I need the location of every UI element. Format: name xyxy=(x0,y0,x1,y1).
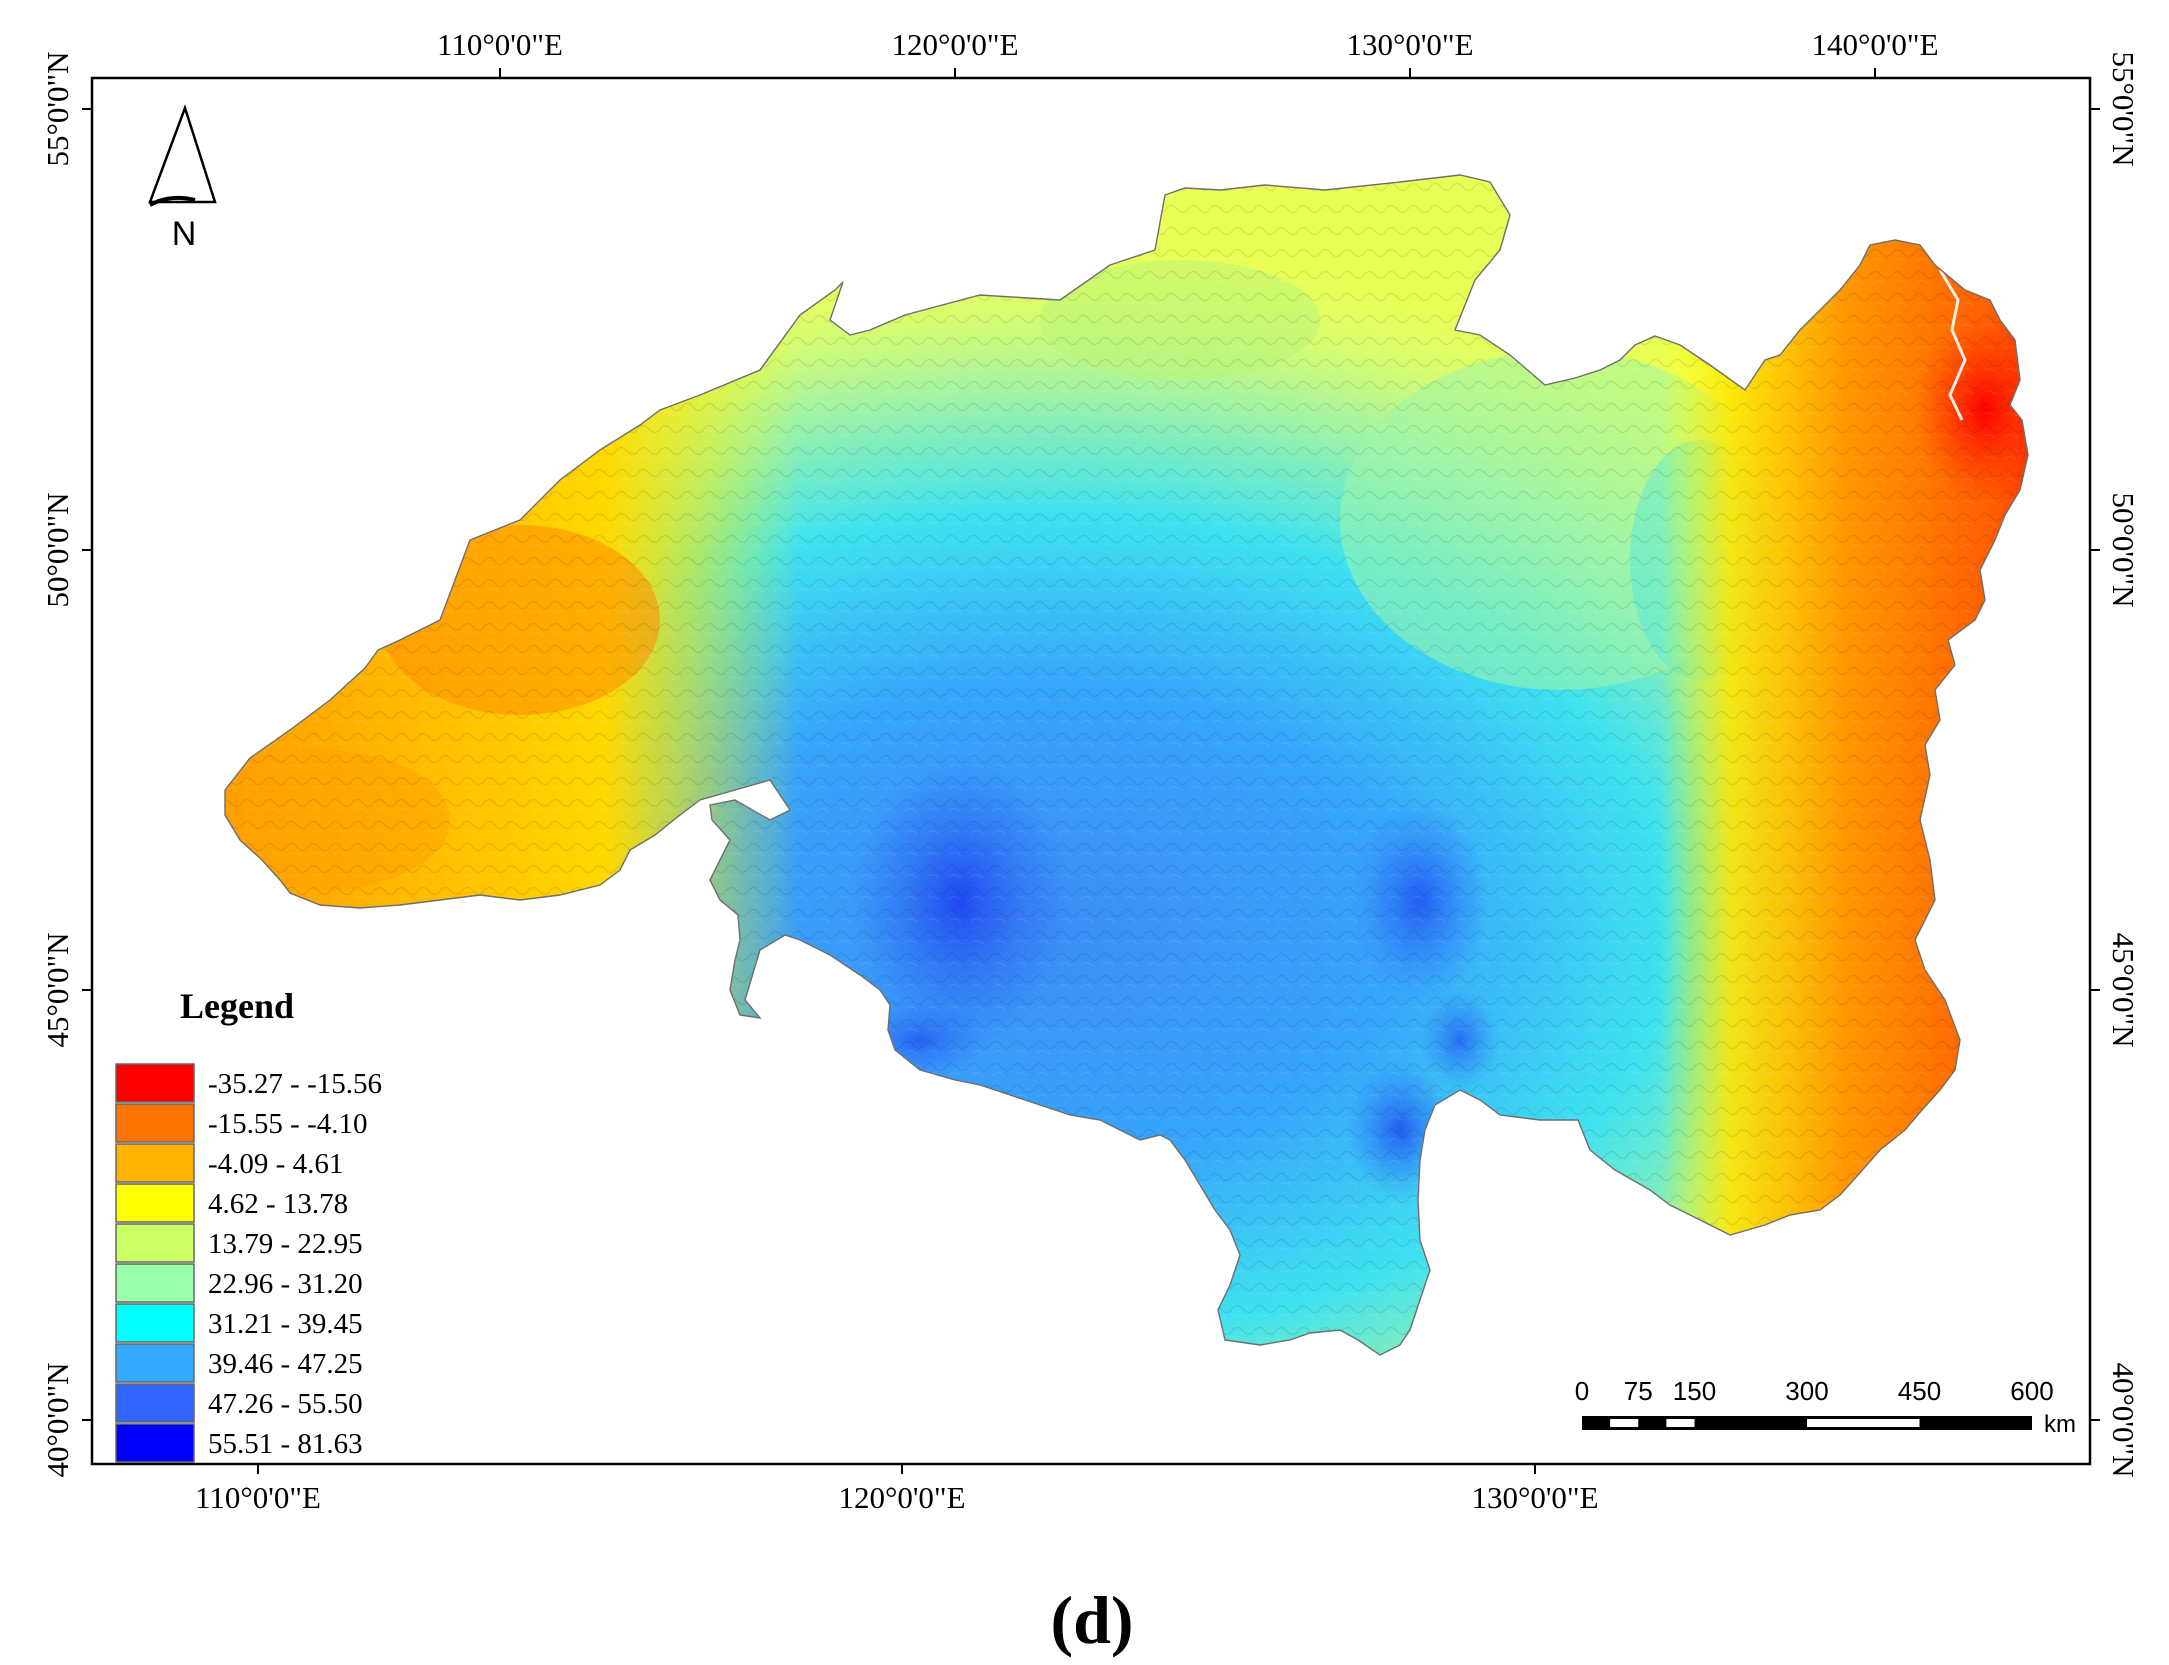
scale-bar-segment xyxy=(1807,1419,1920,1427)
legend-swatch xyxy=(115,1183,195,1223)
top-lon-label: 110°0'0"E xyxy=(437,27,563,62)
legend-label: -35.27 - -15.56 xyxy=(208,1068,382,1100)
legend-label: 31.21 - 39.45 xyxy=(208,1308,363,1340)
legend-items: -35.27 - -15.56 -15.55 - -4.10 -4.09 - 4.6… xyxy=(115,1063,382,1463)
bottom-lon-label: 120°0'0"E xyxy=(838,1480,965,1515)
left-lat-label: 50°0'0"N xyxy=(40,492,75,607)
legend-label: -15.55 - -4.10 xyxy=(208,1108,367,1140)
scale-bar-segment xyxy=(1610,1419,1639,1427)
right-lat-label: 50°0'0"N xyxy=(2106,492,2141,607)
legend-swatch xyxy=(115,1103,195,1143)
legend-swatch xyxy=(115,1263,195,1303)
right-lat-label: 45°0'0"N xyxy=(2106,932,2141,1047)
legend-label: -4.09 - 4.61 xyxy=(208,1148,343,1180)
scale-bar-label: 0 xyxy=(1575,1376,1589,1406)
scale-bar: 0 75 150 300 450 600 km xyxy=(1575,1376,2076,1438)
scale-bar-segments xyxy=(1582,1416,2032,1430)
legend-swatch xyxy=(115,1423,195,1463)
legend-swatch xyxy=(115,1223,195,1263)
scale-bar-label: 150 xyxy=(1673,1376,1716,1406)
legend-label: 39.46 - 47.25 xyxy=(208,1348,363,1380)
right-latitude-labels: 55°0'0"N 50°0'0"N 45°0'0"N 40°0'0"N xyxy=(2106,51,2141,1477)
top-lon-label: 120°0'0"E xyxy=(891,27,1018,62)
right-lat-label: 40°0'0"N xyxy=(2106,1362,2141,1477)
bottom-lon-label: 110°0'0"E xyxy=(195,1480,321,1515)
left-lat-label: 40°0'0"N xyxy=(40,1362,75,1477)
legend-label: 47.26 - 55.50 xyxy=(208,1388,363,1420)
scale-bar-segment xyxy=(1666,1419,1695,1427)
legend-label: 4.62 - 13.78 xyxy=(208,1188,348,1220)
legend-swatch xyxy=(115,1143,195,1183)
scale-bar-label: 75 xyxy=(1624,1376,1653,1406)
legend: Legend -35.27 - -15.56 -15.55 - -4.10 -4.0… xyxy=(115,986,382,1463)
panel-label: (d) xyxy=(1050,1582,1133,1658)
legend-swatch xyxy=(115,1063,195,1103)
top-lon-label: 130°0'0"E xyxy=(1346,27,1473,62)
graticule-ticks xyxy=(82,68,2100,1474)
north-arrow: N xyxy=(148,104,217,253)
scale-bar-labels: 0 75 150 300 450 600 xyxy=(1575,1376,2054,1406)
legend-swatch xyxy=(115,1383,195,1423)
left-latitude-labels: 55°0'0"N 50°0'0"N 45°0'0"N 40°0'0"N xyxy=(40,51,75,1477)
bottom-lon-label: 130°0'0"E xyxy=(1471,1480,1598,1515)
legend-label: 55.51 - 81.63 xyxy=(208,1428,363,1460)
legend-label: 13.79 - 22.95 xyxy=(208,1228,363,1260)
legend-label: 22.96 - 31.20 xyxy=(208,1268,363,1300)
legend-title: Legend xyxy=(180,986,294,1026)
scale-bar-label: 600 xyxy=(2010,1376,2053,1406)
scale-bar-label: 300 xyxy=(1785,1376,1828,1406)
legend-swatch xyxy=(115,1343,195,1383)
north-arrow-label: N xyxy=(172,215,197,253)
legend-swatch xyxy=(115,1303,195,1343)
left-lat-label: 55°0'0"N xyxy=(40,51,75,166)
north-arrow-icon xyxy=(148,104,217,204)
right-lat-label: 55°0'0"N xyxy=(2106,51,2141,166)
scale-bar-unit: km xyxy=(2044,1411,2076,1438)
top-longitude-labels: 110°0'0"E 120°0'0"E 130°0'0"E 140°0'0"E xyxy=(437,27,1939,62)
scale-bar-label: 450 xyxy=(1898,1376,1941,1406)
top-lon-label: 140°0'0"E xyxy=(1811,27,1938,62)
bottom-longitude-labels: 110°0'0"E 120°0'0"E 130°0'0"E xyxy=(195,1480,1599,1515)
left-lat-label: 45°0'0"N xyxy=(40,932,75,1047)
